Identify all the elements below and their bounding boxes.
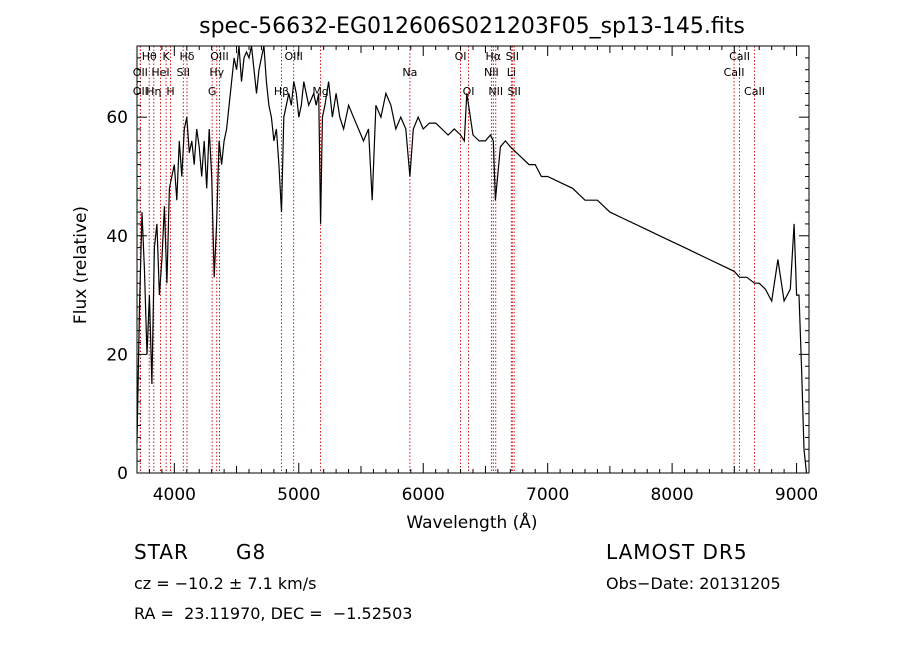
coordinates-text: RA = 23.11970, DEC = −1.52503 <box>134 604 413 623</box>
x-axis-ticks: 4000 5000 6000 7000 8000 9000 <box>136 46 818 505</box>
line-marker-label-20: NII <box>484 66 499 79</box>
line-marker-label-17: OI <box>463 85 475 98</box>
y-tick-label-20: 20 <box>106 345 128 365</box>
line-marker-label-0: Hθ <box>142 50 157 63</box>
survey-name: LAMOST DR5 <box>606 540 748 564</box>
line-marker-label-8: H <box>166 85 174 98</box>
line-marker-label-7: Hη <box>146 85 161 98</box>
redshift-text: cz = −10.2 ± 7.1 km/s <box>134 574 317 593</box>
y-axis-ticks: 0 20 40 60 <box>106 45 809 484</box>
line-marker-label-10: Hγ <box>209 66 224 79</box>
object-class: STAR <box>134 540 189 564</box>
line-marker-label-13: Hβ <box>274 85 289 98</box>
line-marker-label-1: K <box>163 50 171 63</box>
line-marker-label-15: Na <box>402 66 417 79</box>
line-marker-label-5: SII <box>177 66 190 79</box>
x-tick-label-4000: 4000 <box>153 485 196 505</box>
spectrum-line <box>136 45 808 474</box>
line-marker-label-25: CaII <box>724 66 745 79</box>
y-tick-label-40: 40 <box>106 227 128 247</box>
observation-date: Obs−Date: 20131205 <box>606 574 781 593</box>
x-tick-label-5000: 5000 <box>277 485 320 505</box>
x-tick-label-9000: 9000 <box>775 485 818 505</box>
x-tick-label-8000: 8000 <box>650 485 693 505</box>
y-tick-label-60: 60 <box>106 108 128 128</box>
line-marker-label-9: OIII <box>210 50 228 63</box>
x-tick-label-7000: 7000 <box>526 485 569 505</box>
chart-title: spec-56632-EG012606S021203F05_sp13-145.f… <box>199 14 745 39</box>
line-marker-label-2: Hδ <box>180 50 195 63</box>
y-axis-label: Flux (relative) <box>71 206 91 324</box>
line-marker-label-26: CaII <box>744 85 765 98</box>
line-marker-label-21: Li <box>507 66 516 79</box>
line-marker-label-11: G <box>208 85 217 98</box>
line-marker-label-3: OII <box>133 66 148 79</box>
line-marker-label-4: HeI <box>151 66 169 79</box>
line-marker-label-14: Mg <box>312 85 328 98</box>
y-tick-label-0: 0 <box>117 464 128 484</box>
line-marker-label-18: Hα <box>486 50 502 63</box>
line-marker-label-12: OIII <box>284 50 302 63</box>
line-marker-label-22: NII <box>488 85 503 98</box>
line-marker-label-23: SII <box>507 85 520 98</box>
x-axis-label: Wavelength (Å) <box>406 511 537 533</box>
spectral-line-markers <box>139 46 755 473</box>
spectral-subclass: G8 <box>236 540 267 564</box>
x-tick-label-6000: 6000 <box>402 485 445 505</box>
line-marker-label-24: CaII <box>729 50 750 63</box>
line-marker-label-16: OI <box>455 50 467 63</box>
line-marker-label-19: SII <box>506 50 519 63</box>
